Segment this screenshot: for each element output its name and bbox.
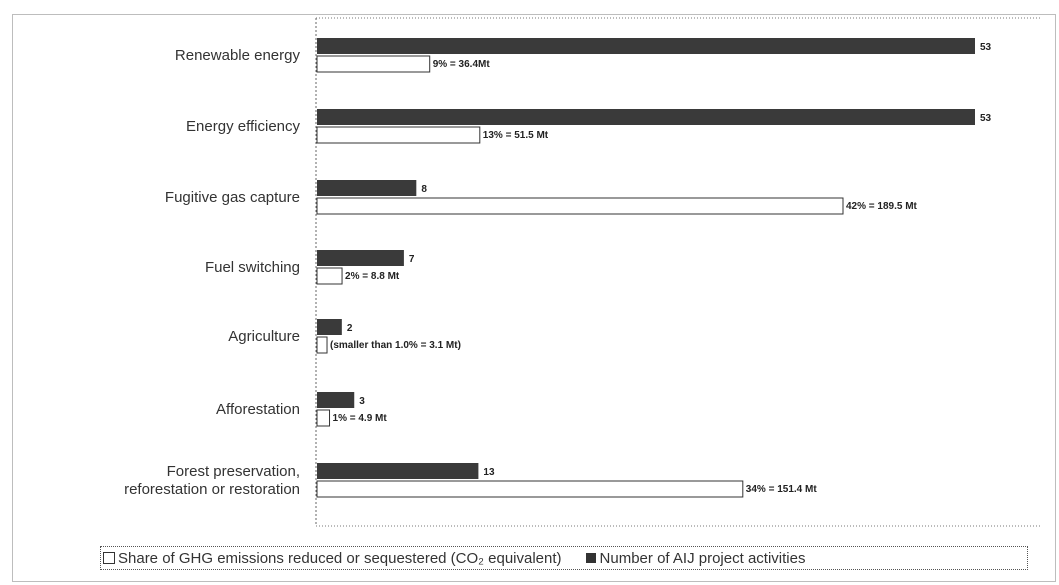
category-label: Afforestation (216, 401, 300, 418)
category-label: Fugitive gas capture (165, 189, 300, 206)
share-bar-label: 34% = 151.4 Mt (746, 484, 818, 495)
share-bar (316, 55, 431, 73)
share-bar-label: (smaller than 1.0% = 3.1 Mt) (330, 340, 461, 351)
legend-item-share: Share of GHG emissions reduced or seques… (103, 550, 562, 567)
share-bar (316, 197, 844, 215)
count-bar-label: 13 (483, 467, 495, 478)
count-bar (317, 463, 479, 479)
category-label: Agriculture (228, 328, 300, 345)
count-bar-label: 8 (421, 184, 427, 195)
category-label: Forest preservation, reforestation or res… (124, 463, 300, 498)
count-bar (317, 38, 975, 54)
legend: Share of GHG emissions reduced or seques… (100, 546, 1028, 570)
share-bar (316, 126, 481, 144)
share-bar (316, 336, 328, 354)
share-bar-label: 13% = 51.5 Mt (483, 130, 549, 141)
share-bar (316, 480, 744, 498)
category-label: Fuel switching (205, 259, 300, 276)
bar-chart: Renewable energy 53 9% = 36.4Mt Energy effi… (124, 17, 1040, 527)
count-bar-label: 53 (980, 113, 992, 124)
category-label: Energy efficiency (186, 118, 300, 135)
count-bar-label: 2 (347, 323, 353, 334)
share-bar-label: 9% = 36.4Mt (433, 59, 491, 70)
legend-swatch-count (585, 553, 596, 563)
category-label: Renewable energy (175, 47, 301, 64)
count-bar-label: 3 (359, 396, 365, 407)
legend-label-count: Number of AIJ project activities (599, 549, 806, 567)
count-bar-label: 53 (980, 42, 992, 53)
count-bar (317, 250, 404, 266)
count-bar (317, 109, 975, 125)
legend-swatch-share (103, 552, 115, 564)
count-bar (317, 392, 355, 408)
legend-item-count: Number of AIJ project activities (562, 549, 806, 567)
count-bar (317, 319, 342, 335)
share-bar-label: 2% = 8.8 Mt (345, 271, 400, 282)
legend-label-share: Share of GHG emissions reduced or seques… (118, 549, 562, 567)
share-bar (316, 267, 343, 285)
chart-frame (12, 14, 1056, 582)
share-bar-label: 1% = 4.9 Mt (333, 413, 388, 424)
count-bar-label: 7 (409, 254, 415, 265)
share-bar (316, 409, 331, 427)
share-bar-label: 42% = 189.5 Mt (846, 201, 918, 212)
count-bar (317, 180, 417, 196)
